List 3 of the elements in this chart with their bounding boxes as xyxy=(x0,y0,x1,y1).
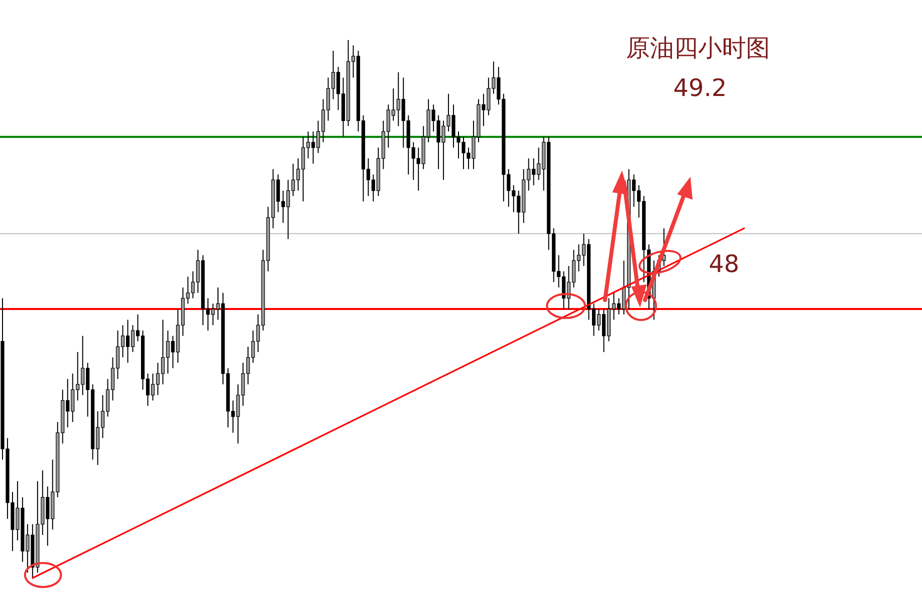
annotation: 48 xyxy=(708,250,740,278)
chart-title: 原油四小时图 xyxy=(626,34,770,62)
annotation: 49.2 xyxy=(673,74,727,102)
